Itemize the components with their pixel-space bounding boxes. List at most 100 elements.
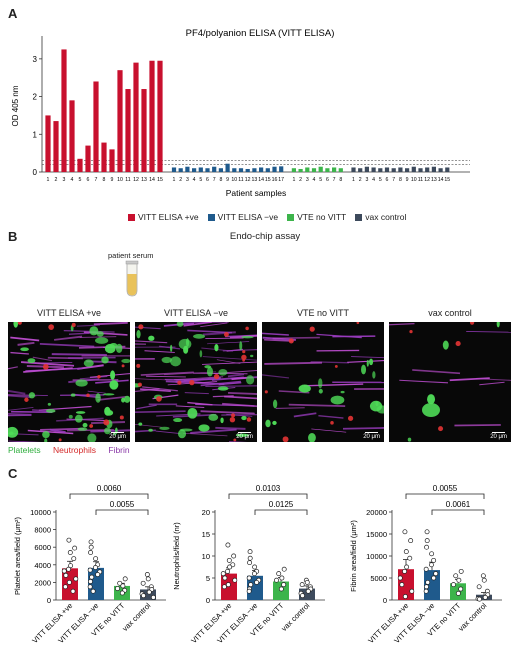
c-y-tick-label: 2000 [34, 578, 51, 587]
platelet-blob [83, 359, 94, 367]
c-data-point [431, 575, 437, 581]
c-data-point [90, 588, 96, 594]
panel-a-x-tick-label: 14 [149, 177, 155, 183]
platelet-blob [208, 413, 219, 421]
panel-a-bar [157, 60, 163, 172]
fibrin-strand [351, 356, 384, 359]
platelet-blob [204, 365, 212, 369]
c-data-point [247, 560, 253, 566]
neutrophil-dot [89, 424, 94, 428]
c-data-point [458, 586, 464, 592]
c-data-point [424, 529, 430, 535]
neutrophil-dot [42, 363, 49, 370]
panel-a-x-tick-label: 4 [372, 177, 375, 183]
platelet-blob [218, 369, 228, 376]
c-data-point [88, 544, 94, 550]
fibrin-strand [202, 356, 257, 361]
fibrin-strand [202, 331, 236, 336]
neutrophil-dot [58, 438, 62, 442]
c-y-tick-label: 0 [206, 596, 210, 605]
c-y-tick-label: 0 [47, 596, 51, 605]
fibrin-strand [227, 373, 245, 378]
legend-swatch [287, 214, 295, 222]
fibrin-strand [49, 428, 66, 434]
c-data-point [93, 556, 99, 562]
fibrin-strand [215, 426, 246, 430]
platelet-blob [121, 358, 130, 364]
c-data-point [221, 584, 227, 590]
neutrophil-dot [233, 438, 237, 442]
c-y-tick-label: 10000 [366, 552, 387, 561]
neutrophil-dot [17, 322, 22, 325]
fibrin-strand [175, 405, 205, 409]
platelet-blob [94, 337, 109, 344]
c-data-point [246, 575, 252, 581]
c-significance-bracket [95, 509, 149, 515]
c-data-point [424, 544, 430, 550]
platelet-blob [96, 331, 104, 337]
fibrin-strand [140, 388, 171, 392]
platelet-blob [68, 414, 73, 419]
c-data-point [404, 564, 410, 570]
c-y-tick-label: 4000 [34, 561, 51, 570]
fibrin-strand [68, 332, 90, 335]
platelet-blob [77, 427, 88, 431]
c-data-point [66, 566, 72, 572]
neutrophil-dot [455, 341, 461, 347]
platelet-blob [366, 359, 369, 367]
c-data-point [252, 564, 258, 570]
panel-a-bar [85, 145, 91, 172]
fibrin-strand [303, 383, 364, 387]
c-y-tick-label: 15 [202, 530, 210, 539]
c-data-point [225, 582, 231, 588]
fibrin-strand [135, 410, 186, 414]
platelet-blob [148, 335, 155, 341]
platelet-blob [75, 379, 88, 387]
platelet-blob [187, 407, 198, 419]
panel-c-letter: C [8, 466, 18, 481]
c-p-value: 0.0103 [256, 484, 281, 493]
c-data-point [247, 549, 253, 555]
c-bar [140, 589, 156, 600]
platelet-blob [13, 322, 19, 328]
panel-a-bar [69, 100, 75, 172]
platelet-blob [95, 393, 101, 403]
neutrophil-dot [264, 390, 268, 394]
fibrin-strand [262, 374, 290, 379]
neutrophil-dot [103, 419, 110, 426]
c-y-tick-label: 20 [202, 508, 210, 517]
neutrophil-dot [177, 380, 182, 385]
c-data-point [146, 589, 152, 595]
panel-a-x-tick-label: 10 [231, 177, 237, 183]
panel-a-bar [133, 62, 139, 172]
platelet-blob [361, 364, 367, 375]
fibrin-strand [202, 361, 257, 365]
fibrin-strand [39, 343, 95, 348]
platelet-blob [265, 419, 271, 428]
panel-a-x-tick-label: 8 [103, 177, 106, 183]
platelet-blob [246, 375, 255, 385]
c-data-point [226, 557, 232, 563]
panel-a-bar [117, 70, 123, 172]
neutrophil-dot [86, 393, 90, 397]
c-data-point [68, 563, 74, 569]
fibrin-strand [51, 353, 107, 356]
c-data-point [93, 564, 98, 570]
c-y-tick-label: 0 [383, 596, 387, 605]
platelet-blob [235, 433, 250, 437]
serum-tube-icon [125, 260, 139, 297]
panel-a-bar [109, 149, 115, 172]
platelet-blob [87, 433, 97, 442]
panel-a-x-tick-label: 3 [365, 177, 368, 183]
c-data-point [402, 568, 408, 574]
panel-a-bar [391, 168, 396, 172]
panel-a-legend-item: vax control [355, 212, 406, 222]
c-data-point [220, 571, 226, 577]
c-data-point [231, 553, 237, 559]
c-data-point [72, 545, 78, 551]
micrograph-vte-no-vitt: 20 μm [262, 322, 384, 442]
platelet-blob [298, 384, 311, 393]
c-data-point [429, 562, 434, 568]
panel-a-legend: VITT ELISA +ve VITT ELISA −ve VTE no VITT v… [128, 207, 415, 225]
